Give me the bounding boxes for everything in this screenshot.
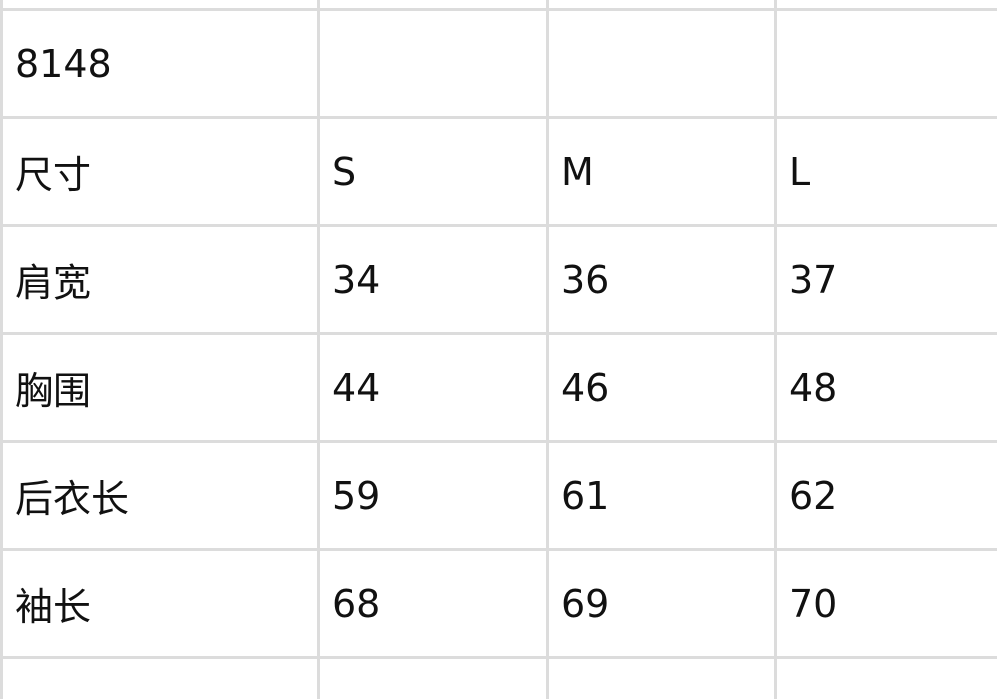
table-cell: 34 [332, 257, 381, 302]
table-cell: M [561, 149, 594, 194]
table-cell: 62 [789, 473, 838, 518]
table-cell: 肩宽 [15, 261, 92, 305]
table-cell: S [332, 149, 357, 194]
table-cell: 后衣长 [15, 477, 130, 521]
table-cell: 68 [332, 581, 381, 626]
grid-line-vertical [317, 0, 320, 699]
table-cell: 袖长 [15, 585, 92, 629]
table-cell: 尺寸 [15, 153, 92, 197]
grid-line-horizontal [0, 332, 997, 335]
grid-line-horizontal [0, 224, 997, 227]
table-cell: 8148 [15, 41, 112, 86]
grid-line-vertical [546, 0, 549, 699]
grid-line-horizontal [0, 116, 997, 119]
grid-line-horizontal [0, 548, 997, 551]
table-cell: 37 [789, 257, 838, 302]
table-cell: L [789, 149, 811, 194]
table-cell: 48 [789, 365, 838, 410]
table-cell: 61 [561, 473, 610, 518]
grid-line-vertical [774, 0, 777, 699]
grid-line-vertical [0, 0, 3, 699]
table-cell: 36 [561, 257, 610, 302]
table-cell: 70 [789, 581, 838, 626]
table-cell: 69 [561, 581, 610, 626]
table-cell: 44 [332, 365, 381, 410]
grid-line-horizontal [0, 440, 997, 443]
grid-line-horizontal [0, 8, 997, 11]
grid-line-horizontal [0, 656, 997, 659]
table-cell: 胸围 [15, 369, 92, 413]
table-cell: 46 [561, 365, 610, 410]
table-cell: 59 [332, 473, 381, 518]
